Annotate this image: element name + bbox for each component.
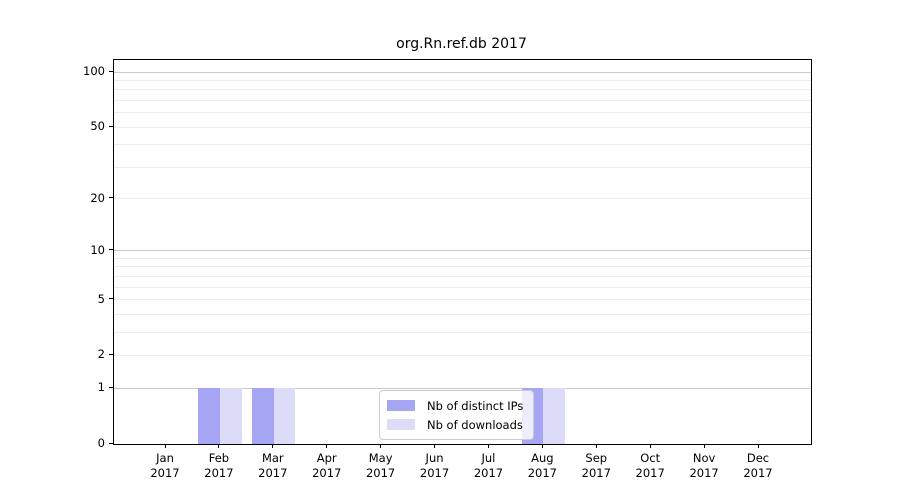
legend-swatch bbox=[387, 400, 415, 411]
x-tick-label: Jun 2017 bbox=[419, 451, 450, 480]
x-tick-mark bbox=[218, 444, 220, 448]
minor-gridline bbox=[114, 79, 811, 81]
y-tick-mark bbox=[109, 298, 113, 300]
x-tick-mark bbox=[487, 444, 489, 448]
major-gridline bbox=[114, 250, 811, 252]
x-tick-mark bbox=[380, 444, 382, 448]
x-tick-label: Nov 2017 bbox=[689, 451, 719, 480]
chart-title: org.Rn.ref.db 2017 bbox=[396, 36, 527, 52]
x-tick-mark bbox=[703, 444, 705, 448]
y-tick-mark bbox=[109, 249, 113, 251]
y-tick-label: 2 bbox=[97, 347, 105, 362]
x-tick-label: Sep 2017 bbox=[581, 451, 611, 480]
x-tick-mark bbox=[272, 444, 274, 448]
x-tick-mark bbox=[649, 444, 651, 448]
major-gridline bbox=[114, 387, 811, 389]
y-tick-mark bbox=[109, 70, 113, 72]
x-tick-mark bbox=[541, 444, 543, 448]
y-tick-label: 5 bbox=[97, 291, 105, 306]
x-tick-label: Aug 2017 bbox=[527, 451, 557, 480]
legend-item: Nb of distinct IPs bbox=[387, 397, 523, 414]
x-tick-mark bbox=[757, 444, 759, 448]
minor-gridline bbox=[114, 126, 811, 128]
minor-gridline bbox=[114, 299, 811, 301]
legend-swatch bbox=[387, 419, 415, 430]
x-tick-label: Mar 2017 bbox=[258, 451, 288, 480]
y-tick-mark bbox=[109, 125, 113, 127]
y-tick-label: 20 bbox=[90, 190, 105, 205]
minor-gridline bbox=[114, 275, 811, 277]
minor-gridline bbox=[114, 313, 811, 315]
plot-area: Nb of distinct IPs Nb of downloads bbox=[113, 59, 812, 445]
minor-gridline bbox=[114, 166, 811, 168]
y-tick-mark bbox=[109, 353, 113, 355]
minor-gridline bbox=[114, 89, 811, 91]
minor-gridline bbox=[114, 266, 811, 268]
y-tick-label: 50 bbox=[90, 119, 105, 134]
y-tick-label: 100 bbox=[83, 64, 105, 79]
bar-distinct-ips bbox=[252, 388, 274, 444]
bar-downloads bbox=[273, 388, 296, 444]
x-tick-label: Jan 2017 bbox=[150, 451, 180, 480]
bar-downloads bbox=[219, 388, 242, 444]
minor-gridline bbox=[114, 331, 811, 333]
bar-downloads bbox=[543, 388, 565, 444]
y-tick-mark bbox=[109, 386, 113, 388]
x-tick-label: Dec 2017 bbox=[743, 451, 773, 480]
x-tick-label: Jul 2017 bbox=[473, 451, 504, 480]
legend-item: Nb of downloads bbox=[387, 416, 523, 433]
y-tick-mark bbox=[109, 197, 113, 199]
y-tick-label: 1 bbox=[97, 380, 105, 395]
bar-distinct-ips bbox=[198, 388, 220, 444]
x-tick-mark bbox=[326, 444, 328, 448]
legend: Nb of distinct IPs Nb of downloads bbox=[379, 390, 535, 440]
x-tick-label: Feb 2017 bbox=[204, 451, 234, 480]
y-tick-label: 10 bbox=[90, 242, 105, 257]
minor-gridline bbox=[114, 354, 811, 356]
x-tick-mark bbox=[434, 444, 436, 448]
major-gridline bbox=[114, 71, 811, 73]
x-tick-label: May 2017 bbox=[365, 451, 396, 480]
minor-gridline bbox=[114, 144, 811, 146]
minor-gridline bbox=[114, 286, 811, 288]
y-tick-mark bbox=[109, 442, 113, 444]
minor-gridline bbox=[114, 257, 811, 259]
minor-gridline bbox=[114, 112, 811, 114]
legend-label: Nb of downloads bbox=[427, 417, 523, 432]
legend-label: Nb of distinct IPs bbox=[427, 398, 524, 413]
x-tick-label: Oct 2017 bbox=[635, 451, 665, 480]
x-tick-label: Apr 2017 bbox=[312, 451, 342, 480]
minor-gridline bbox=[114, 198, 811, 200]
x-tick-mark bbox=[595, 444, 597, 448]
x-tick-mark bbox=[164, 444, 166, 448]
y-tick-label: 0 bbox=[97, 436, 105, 450]
minor-gridline bbox=[114, 99, 811, 101]
